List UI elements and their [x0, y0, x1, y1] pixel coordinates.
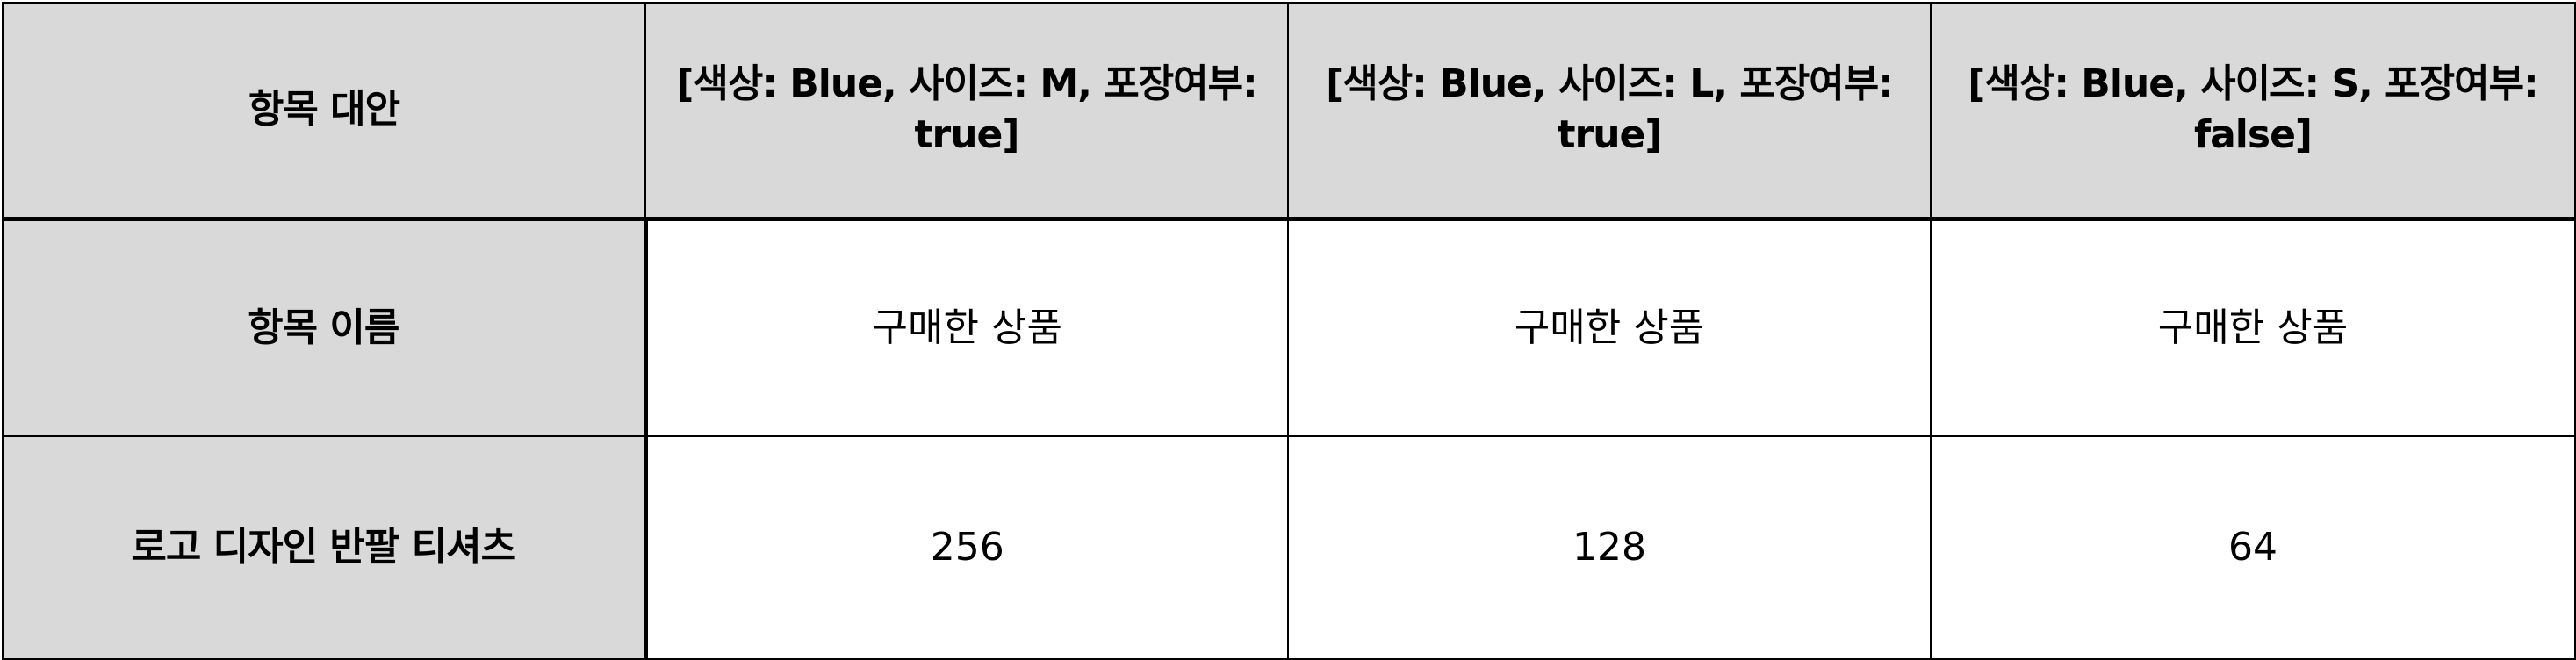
table-cell: 구매한 상품: [644, 218, 1289, 437]
corner-header-cell: 항목 대안: [2, 2, 646, 221]
table-cell: 구매한 상품: [1287, 218, 1932, 437]
table-cell: 256: [644, 435, 1289, 660]
row-label-product: 로고 디자인 반팔 티셔츠: [2, 435, 648, 660]
row-label-item-name: 항목 이름: [2, 218, 648, 437]
header-row: 항목 대안 [색상: Blue, 사이즈: M, 포장여부: true] [색상…: [2, 2, 2576, 221]
table-cell: 구매한 상품: [1930, 218, 2576, 437]
table-cell: 64: [1930, 435, 2576, 660]
alternative-header-cell-3: [색상: Blue, 사이즈: S, 포장여부: false]: [1930, 2, 2576, 221]
table-row: 로고 디자인 반팔 티셔츠 256 128 64: [2, 435, 2576, 660]
table-cell: 128: [1287, 435, 1932, 660]
alternative-header-cell-1: [색상: Blue, 사이즈: M, 포장여부: true]: [644, 2, 1289, 221]
table-row: 항목 이름 구매한 상품 구매한 상품 구매한 상품: [2, 218, 2576, 437]
alternative-header-cell-2: [색상: Blue, 사이즈: L, 포장여부: true]: [1287, 2, 1932, 221]
